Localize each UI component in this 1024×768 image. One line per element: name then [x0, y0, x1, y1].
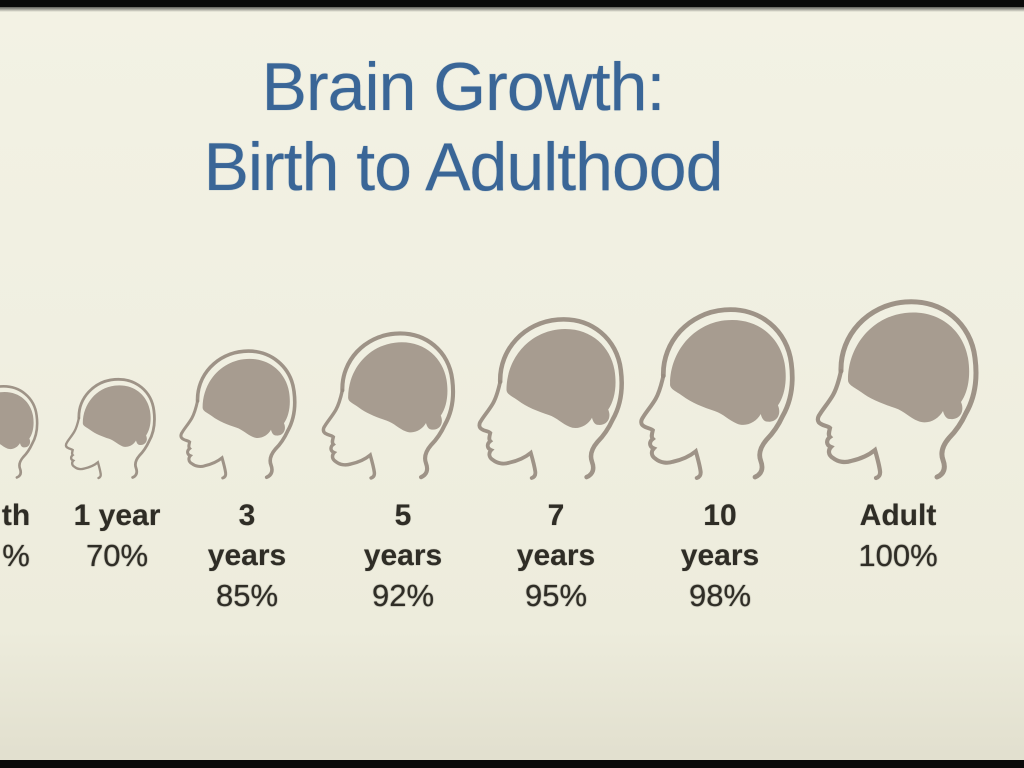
letterbox-bar-bottom [0, 760, 1024, 768]
stage-label-1-year: 1 year 70% [74, 496, 161, 576]
stage-label-7-years-line2: years [516, 539, 596, 572]
stage-label-3-years-line3: 85% [215, 578, 279, 613]
stage-label-5-years-line1: 5 [394, 499, 412, 532]
stage-label-5-years: 5 years 92% [364, 496, 442, 616]
stage-label-10-years-line3: 98% [688, 578, 752, 613]
head-figure-adult [818, 302, 976, 478]
stage-label-adult-line1: Adult [859, 499, 937, 532]
stage-label-10-years-line2: years [680, 539, 760, 572]
stage-label-3-years-line1: 3 [238, 499, 256, 532]
head-figure-10-years [641, 310, 792, 478]
slide-title-line1: Brain Growth: [261, 49, 666, 125]
stage-label-birth: th% [2, 496, 30, 576]
stage-label-3-years: 3 years 85% [208, 496, 286, 616]
letterbox-bar-top [0, 0, 1024, 7]
stage-label-1-year-line1: 1 year [73, 499, 161, 532]
letterbox-top-fade [0, 7, 1024, 12]
stage-label-7-years-line1: 7 [547, 499, 565, 532]
stage-label-3-years-line2: years [207, 539, 287, 572]
head-figure-1-year [64, 377, 156, 480]
head-figure-7-years [479, 319, 621, 478]
stage-label-birth-line2: % [2, 538, 30, 573]
stage-label-birth-line1: th [1, 499, 31, 532]
stage-label-7-years: 7 years 95% [517, 496, 595, 616]
head-figure-5-years [323, 333, 453, 478]
stage-label-1-year-line2: 70% [85, 538, 149, 573]
slide-title-line2: Birth to Adulthood [203, 129, 724, 205]
stage-label-10-years: 10 years 98% [681, 496, 759, 616]
stage-label-adult: Adult 100% [858, 496, 937, 576]
stage-label-5-years-line2: years [363, 539, 443, 572]
stage-label-adult-line2: 100% [858, 538, 938, 573]
stage-label-5-years-line3: 92% [371, 578, 435, 613]
head-figure-3-years [179, 349, 297, 480]
head-figure-birth [0, 385, 39, 480]
stage-label-10-years-line1: 10 [703, 499, 737, 532]
slide-title: Brain Growth: Birth to Adulthood [0, 47, 926, 207]
stage-label-7-years-line3: 95% [524, 578, 588, 613]
